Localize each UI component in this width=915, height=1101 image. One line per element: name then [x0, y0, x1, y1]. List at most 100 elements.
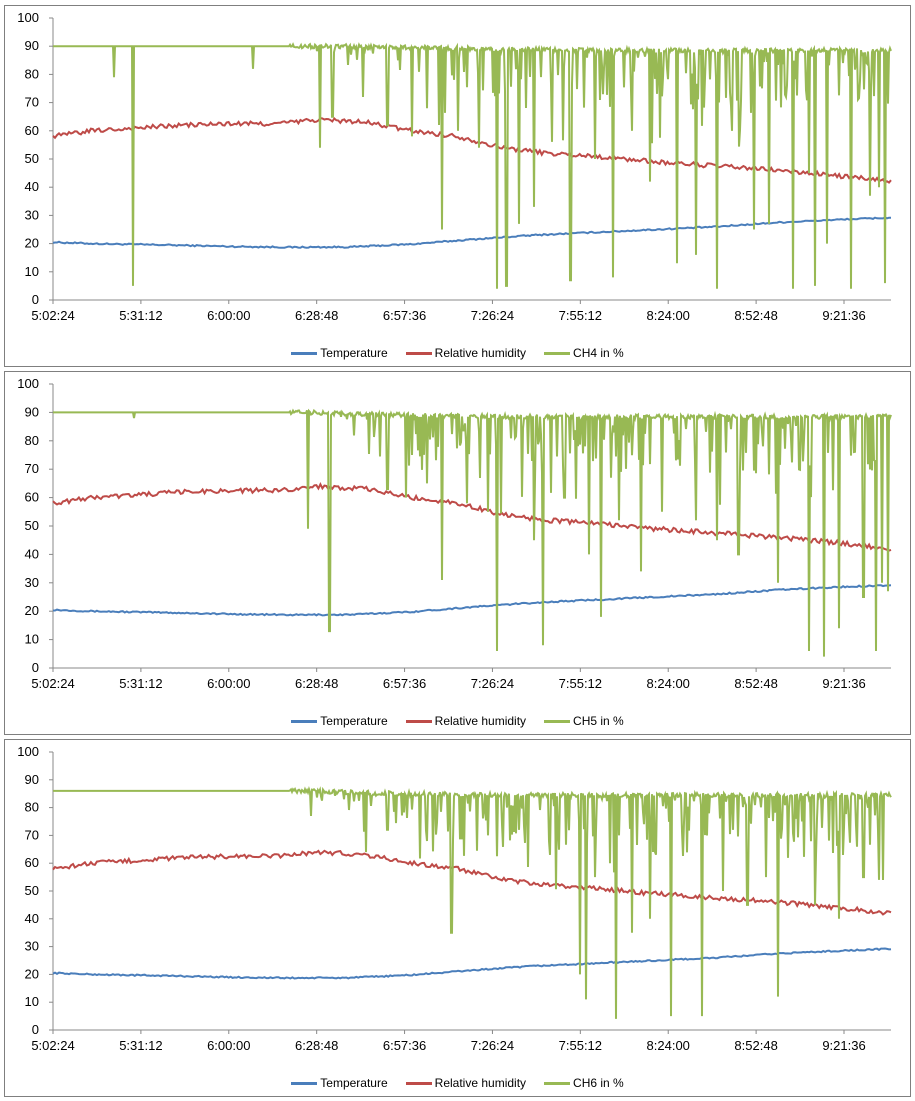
legend-swatch	[544, 719, 571, 723]
legend-item: Temperature	[291, 346, 388, 360]
y-tick-label: 0	[32, 660, 39, 675]
x-tick-label: 6:28:48	[295, 1038, 338, 1053]
series-line-ch	[53, 42, 892, 289]
legend-label: CH5 in %	[573, 714, 624, 728]
y-tick-label: 10	[25, 632, 39, 647]
y-tick-label: 0	[32, 292, 39, 307]
legend-label: Temperature	[320, 714, 388, 728]
y-tick-label: 20	[25, 603, 39, 618]
series-line-0	[52, 947, 892, 980]
x-tick-label: 5:31:12	[119, 1038, 162, 1053]
legend: Temperature Relative humidity CH5 in %	[5, 714, 910, 728]
x-tick-label: 5:02:24	[31, 1038, 74, 1053]
y-tick-label: 40	[25, 911, 39, 926]
y-tick-label: 80	[25, 433, 39, 448]
y-tick-label: 70	[25, 827, 39, 842]
legend-item: Temperature	[291, 1076, 388, 1090]
y-tick-label: 60	[25, 490, 39, 505]
y-tick-label: 30	[25, 207, 39, 222]
legend-swatch	[544, 1081, 571, 1085]
legend-item: CH4 in %	[544, 346, 624, 360]
series-line-1	[52, 117, 892, 184]
x-tick-label: 8:24:00	[647, 1038, 690, 1053]
y-tick-label: 40	[25, 179, 39, 194]
legend: Temperature Relative humidity CH6 in %	[5, 1076, 910, 1090]
y-tick-label: 90	[25, 772, 39, 787]
y-tick-label: 50	[25, 151, 39, 166]
y-tick-label: 90	[25, 38, 39, 53]
legend-label: Relative humidity	[434, 346, 527, 360]
series-line-1	[52, 849, 892, 916]
x-tick-label: 7:26:24	[471, 1038, 514, 1053]
chart-panel-ch6: 0 10 20 30 40 50 60 70 80 90 100 5:02:24 5:31:12 6:00…	[4, 739, 911, 1097]
series-line-0	[52, 216, 891, 249]
chart-panel-ch5: 0 10 20 30 40 50 60 70 80 90 100 5:02:24 5:31:12 6:00…	[4, 371, 911, 735]
x-tick-label: 9:21:36	[822, 1038, 865, 1053]
y-tick-label: 70	[25, 95, 39, 110]
x-tick-label: 6:57:36	[383, 1038, 426, 1053]
y-tick-label: 20	[25, 966, 39, 981]
legend-swatch	[291, 351, 318, 355]
y-tick-label: 90	[25, 404, 39, 419]
x-tick-label: 7:26:24	[471, 308, 514, 323]
series-line-1	[52, 482, 892, 552]
legend-label: CH6 in %	[573, 1076, 624, 1090]
series-line-0	[53, 584, 892, 617]
y-tick-label: 30	[25, 939, 39, 954]
legend: Temperature Relative humidity CH4 in %	[5, 346, 910, 360]
legend-swatch	[405, 1081, 432, 1085]
y-tick-label: 100	[17, 376, 39, 391]
y-tick-label: 30	[25, 575, 39, 590]
chart-svg: 0 10 20 30 40 50 60 70 80 90 100 5:02:24 5:31:12 6:00…	[17, 744, 892, 1053]
legend-label: Temperature	[320, 346, 388, 360]
x-tick-label: 7:55:12	[559, 308, 602, 323]
x-tick-label: 5:02:24	[31, 676, 74, 691]
legend-item: Temperature	[291, 714, 388, 728]
x-tick-label: 6:00:00	[207, 308, 250, 323]
legend-item: CH6 in %	[544, 1076, 624, 1090]
y-tick-label: 10	[25, 264, 39, 279]
chart-svg: 0 10 20 30 40 50 60 70 80 90 100 5:02:24 5:31:12 6:00…	[17, 10, 892, 323]
x-tick-label: 5:02:24	[31, 308, 74, 323]
y-tick-label: 40	[25, 546, 39, 561]
x-tick-label: 9:21:36	[822, 308, 865, 323]
x-tick-label: 7:26:24	[471, 676, 514, 691]
series-line-ch	[53, 786, 892, 1019]
x-tick-label: 6:00:00	[207, 1038, 250, 1053]
x-tick-label: 6:00:00	[207, 676, 250, 691]
y-tick-label: 0	[32, 1022, 39, 1037]
legend-item: CH5 in %	[544, 714, 624, 728]
y-tick-label: 60	[25, 855, 39, 870]
legend-swatch	[291, 719, 318, 723]
x-tick-label: 8:52:48	[734, 676, 777, 691]
legend-label: Relative humidity	[434, 714, 527, 728]
y-tick-label: 100	[17, 744, 39, 759]
legend-swatch	[291, 1081, 318, 1085]
x-tick-label: 7:55:12	[559, 676, 602, 691]
legend-label: Relative humidity	[434, 1076, 527, 1090]
legend-item: Relative humidity	[405, 1076, 527, 1090]
x-tick-label: 5:31:12	[119, 676, 162, 691]
chart-panel-ch4: 0 10 20 30 40 50 60 70 80 90 100 5:02:24 5:31:12 6:00…	[4, 5, 911, 367]
x-tick-label: 8:52:48	[734, 1038, 777, 1053]
y-tick-label: 60	[25, 123, 39, 138]
y-tick-label: 70	[25, 461, 39, 476]
x-tick-label: 5:31:12	[119, 308, 162, 323]
x-tick-label: 6:57:36	[383, 676, 426, 691]
y-tick-label: 50	[25, 518, 39, 533]
x-tick-label: 6:57:36	[383, 308, 426, 323]
x-tick-label: 8:52:48	[734, 308, 777, 323]
legend-swatch	[544, 351, 571, 355]
legend-item: Relative humidity	[405, 346, 527, 360]
legend-swatch	[405, 719, 432, 723]
x-tick-label: 6:28:48	[295, 308, 338, 323]
legend-item: Relative humidity	[405, 714, 527, 728]
y-tick-label: 80	[25, 800, 39, 815]
legend-swatch	[405, 351, 432, 355]
x-tick-label: 8:24:00	[647, 676, 690, 691]
series-line-ch	[53, 408, 892, 657]
legend-label: Temperature	[320, 1076, 388, 1090]
y-tick-label: 50	[25, 883, 39, 898]
x-tick-label: 7:55:12	[559, 1038, 602, 1053]
x-tick-label: 9:21:36	[822, 676, 865, 691]
